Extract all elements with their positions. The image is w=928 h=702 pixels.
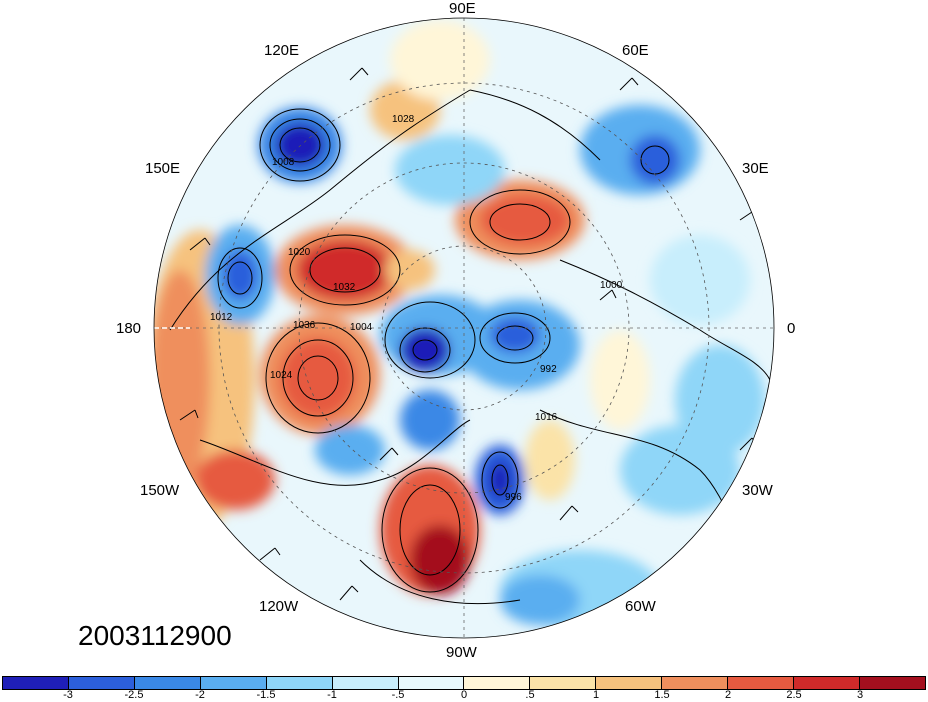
contour-label: 1016 — [535, 412, 558, 423]
lon-label-30e: 30E — [742, 160, 769, 177]
date-timestamp: 2003112900 — [78, 620, 232, 651]
colorbar-tick-label: 2 — [724, 689, 732, 701]
colorbar-tick-label: 2.5 — [786, 689, 802, 701]
colorbar-tick-label: 0 — [460, 689, 468, 701]
lon-label-30w: 30W — [742, 482, 773, 499]
colorbar-swatch — [200, 677, 267, 689]
lon-label-120e: 120E — [264, 42, 300, 59]
colorbar-swatch — [68, 677, 135, 689]
anomaly-blobs — [154, 20, 765, 630]
map-boundary — [153, 17, 775, 639]
lon-label-90e: 90E — [449, 0, 476, 17]
lon-label-180: 180 — [116, 320, 142, 337]
colorbar-swatch — [859, 677, 925, 689]
lon-label-60w: 60W — [625, 598, 656, 615]
colorbar-tick-label: 1 — [592, 689, 600, 701]
contour-label: 1012 — [210, 312, 233, 323]
colorbar-tick-label: 1.5 — [654, 689, 670, 701]
lon-label-60e: 60E — [622, 42, 649, 59]
colorbar-swatch — [464, 677, 531, 689]
colorbar — [2, 676, 926, 690]
contour-label: 1028 — [392, 114, 415, 125]
lon-label-150e: 150E — [145, 160, 181, 177]
colorbar-swatch — [596, 677, 663, 689]
contour-label: 1032 — [333, 282, 356, 293]
colorbar-tick-label: -2.5 — [124, 689, 144, 701]
colorbar-swatch — [530, 677, 597, 689]
colorbar-tick-label: -2 — [195, 689, 205, 701]
isobar-contours — [169, 89, 771, 605]
colorbar-tick-label: -3 — [63, 689, 73, 701]
colorbar-tick-label: -1 — [327, 689, 337, 701]
colorbar-swatch — [332, 677, 399, 689]
wind-barbs — [179, 67, 761, 601]
colorbar-tick-label: 3 — [856, 689, 864, 701]
colorbar-swatch — [728, 677, 795, 689]
contour-label-group: 1028 1032 1036 1024 1020 1016 1012 1008 … — [210, 114, 623, 503]
contour-label: 1000 — [600, 280, 623, 291]
colorbar-tick-label: -.5 — [391, 689, 405, 701]
contour-label: 1024 — [270, 370, 293, 381]
contour-label: 1036 — [293, 320, 316, 331]
lon-label-120w: 120W — [259, 598, 299, 615]
contour-label: 1004 — [350, 322, 373, 333]
meridian-lines — [154, 18, 774, 638]
colorbar-tick-label: -1.5 — [256, 689, 276, 701]
contour-label: 996 — [505, 492, 522, 503]
lon-label-90w: 90W — [446, 644, 477, 661]
lon-label-0: 0 — [787, 320, 796, 337]
lon-label-150w: 150W — [140, 482, 180, 499]
colorbar-swatch — [266, 677, 333, 689]
contour-label: 992 — [540, 364, 557, 375]
colorbar-swatch — [134, 677, 201, 689]
colorbar-swatch — [398, 677, 465, 689]
colorbar-swatch — [794, 677, 860, 689]
contour-label: 1008 — [272, 157, 295, 168]
contour-label: 1020 — [288, 247, 311, 258]
colorbar-swatch — [3, 677, 69, 689]
colorbar-tick-label: .5 — [525, 689, 535, 701]
colorbar-swatch — [662, 677, 729, 689]
